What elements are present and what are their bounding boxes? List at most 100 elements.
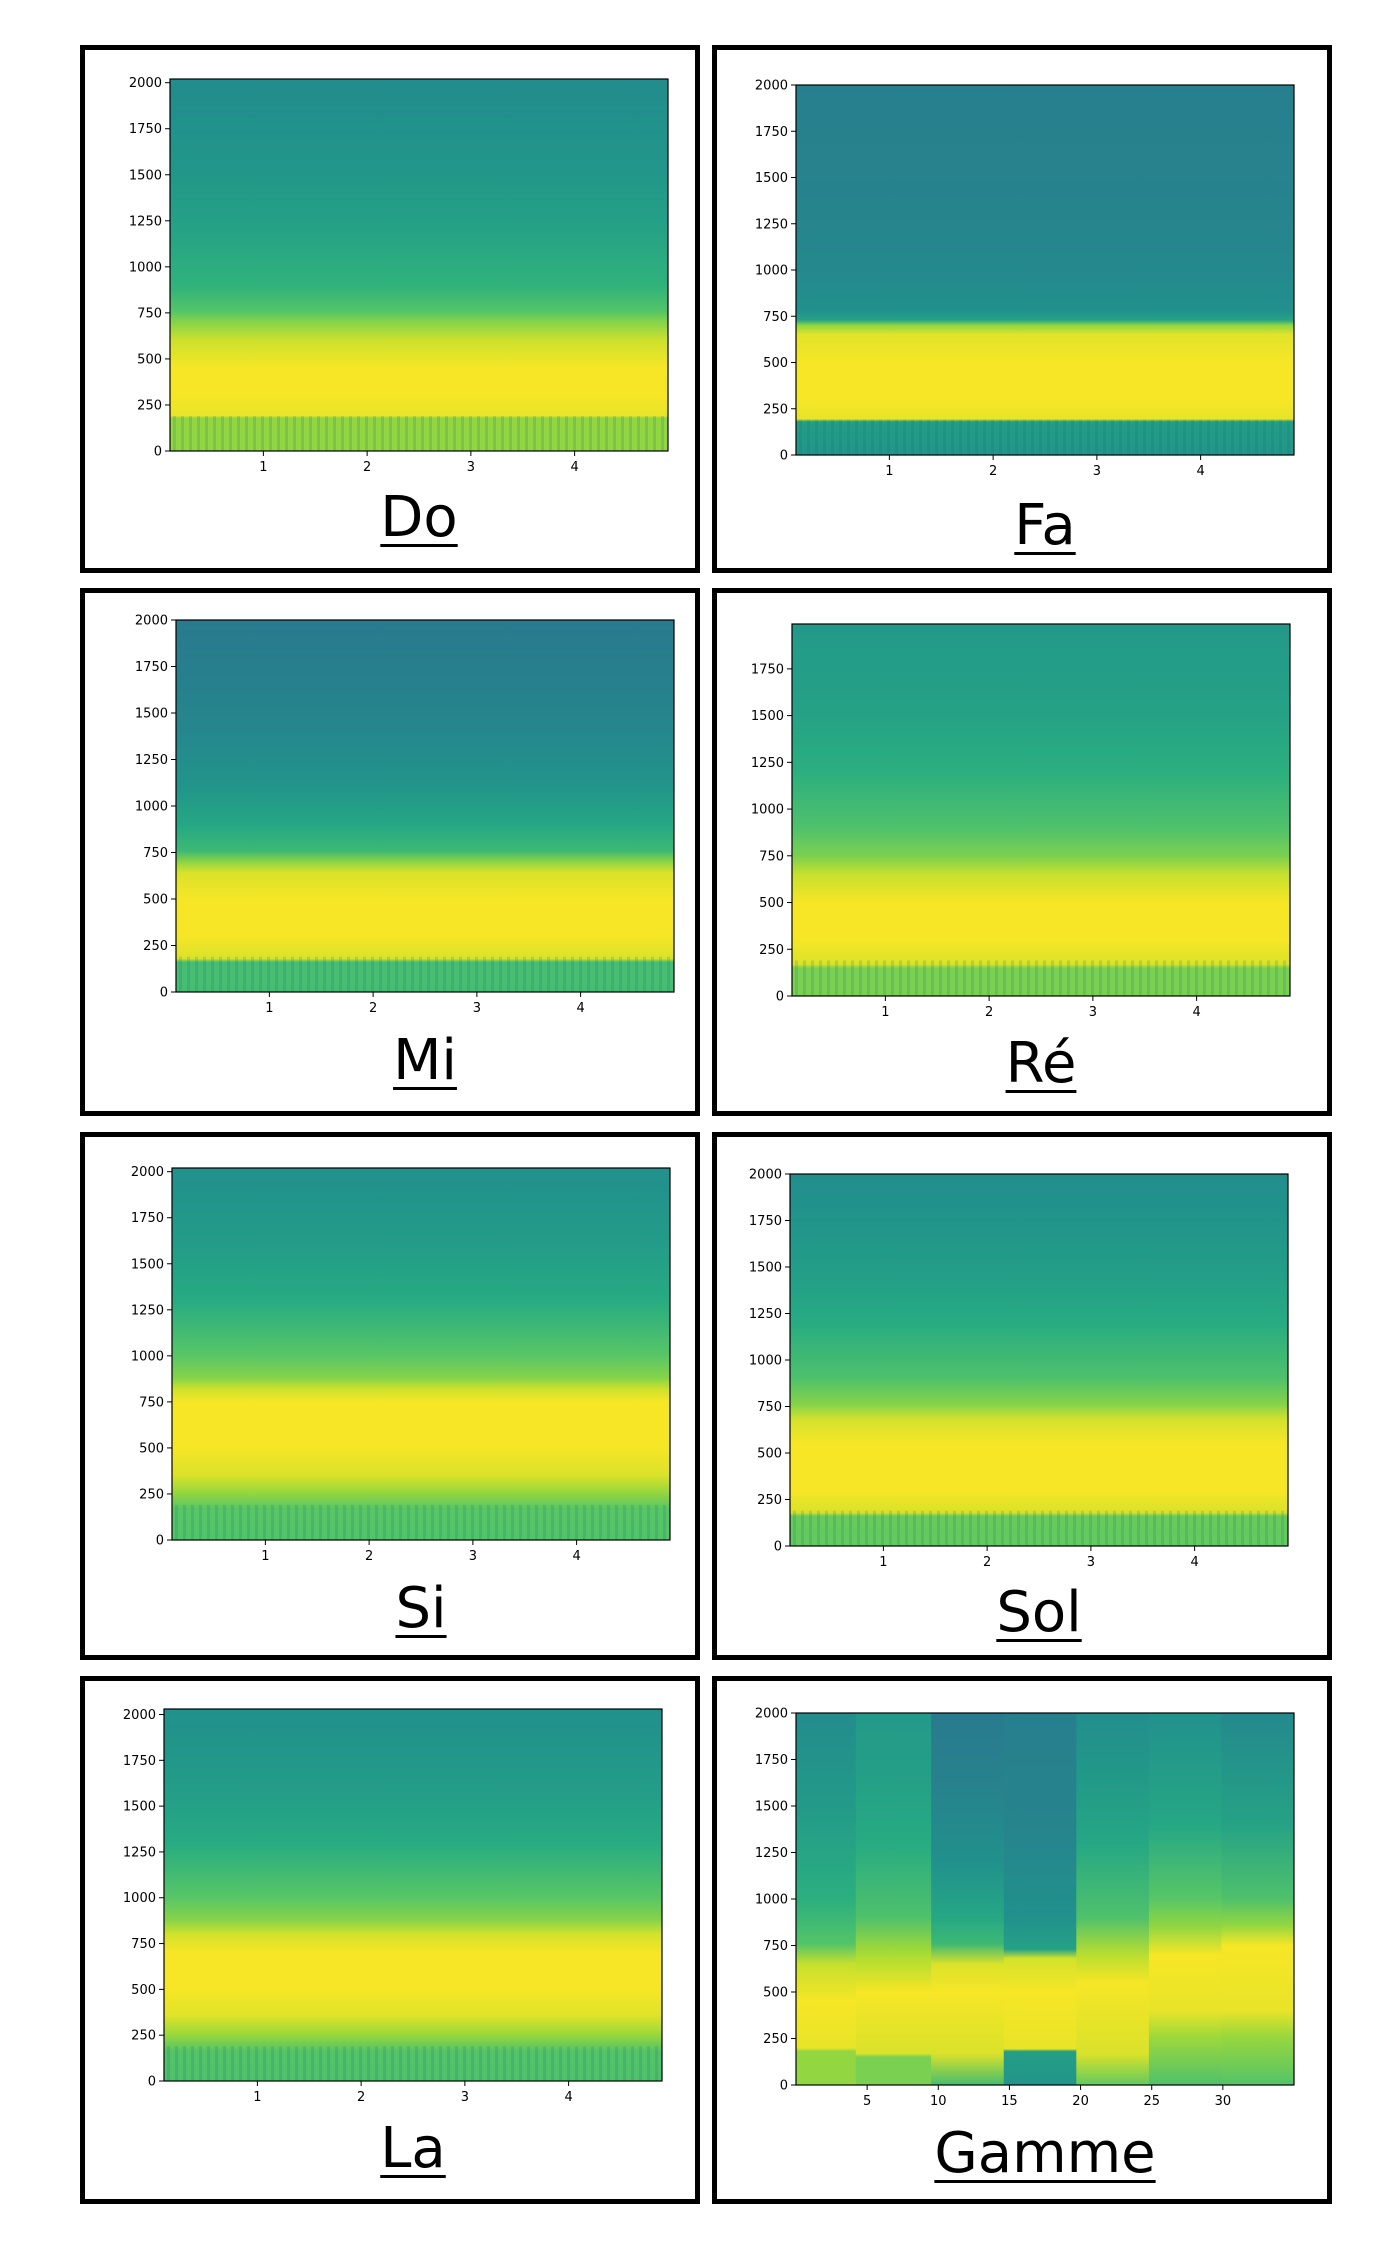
y-tick-label: 250 xyxy=(763,2032,788,2047)
y-tick-label: 2000 xyxy=(129,76,162,91)
y-tick-label: 250 xyxy=(131,2029,156,2044)
y-tick-label: 1000 xyxy=(751,803,784,818)
y-tick-label: 1250 xyxy=(123,1845,156,1860)
y-tick-label: 2000 xyxy=(123,1708,156,1723)
y-tick-label: 750 xyxy=(759,849,784,864)
low-frequency-stripes xyxy=(167,2046,658,2081)
y-tick-label: 500 xyxy=(137,352,162,367)
x-tick-label: 3 xyxy=(473,1001,481,1016)
x-tick-label: 2 xyxy=(989,464,997,479)
x-tick-label: 10 xyxy=(930,2094,947,2109)
y-tick-label: 1250 xyxy=(751,756,784,771)
spectrogram-segment xyxy=(1003,1713,1077,2085)
spectrogram-segment xyxy=(1221,1713,1295,2085)
y-tick-label: 1750 xyxy=(135,660,168,675)
y-tick-label: 0 xyxy=(780,2079,788,2094)
y-tick-label: 1500 xyxy=(135,707,168,722)
y-tick-label: 1000 xyxy=(135,800,168,815)
y-tick-label: 1250 xyxy=(755,1846,788,1861)
y-tick-label: 250 xyxy=(757,1493,782,1508)
y-tick-label: 1250 xyxy=(749,1307,782,1322)
y-tick-label: 1750 xyxy=(755,125,788,140)
x-tick-label: 25 xyxy=(1143,2094,1160,2109)
y-tick-label: 1500 xyxy=(755,171,788,186)
x-tick-label: 2 xyxy=(985,1005,993,1020)
x-tick-label: 1 xyxy=(879,1555,887,1570)
x-tick-label: 2 xyxy=(363,460,371,475)
spectrogram-panel: 0 250 500 750 1000 1250 1500 1750 2000 1 2 3 4 Do xyxy=(80,45,700,573)
x-tick-label: 1 xyxy=(259,460,267,475)
x-tick-label: 4 xyxy=(1196,464,1204,479)
y-tick-label: 750 xyxy=(137,306,162,321)
x-tick-label: 4 xyxy=(564,2090,572,2105)
x-tick-label: 3 xyxy=(1087,1555,1095,1570)
spectrogram-panel: 0 250 500 750 1000 1250 1500 1750 2000 1 2 3 4 La xyxy=(80,1676,700,2204)
y-tick-label: 1000 xyxy=(131,1349,164,1364)
x-tick-label: 15 xyxy=(1001,2094,1018,2109)
spectrogram-field xyxy=(172,1168,670,1540)
x-tick-label: 4 xyxy=(570,460,578,475)
y-tick-label: 0 xyxy=(780,449,788,464)
spectrogram-chart: 0 250 500 750 1000 1250 1500 1750 1 2 3 4 xyxy=(751,623,1291,1020)
spectrogram-field xyxy=(176,620,674,992)
y-tick-label: 2000 xyxy=(749,1168,782,1183)
y-tick-label: 1000 xyxy=(749,1354,782,1369)
y-tick-label: 2000 xyxy=(755,1707,788,1722)
spectrogram-chart: 0 250 500 750 1000 1250 1500 1750 2000 5 10 15 20 25 3… xyxy=(755,1707,1295,2109)
plot-frame xyxy=(163,1708,663,2082)
spectrogram-field xyxy=(164,1709,662,2081)
y-tick-label: 250 xyxy=(137,398,162,413)
x-tick-label: 30 xyxy=(1215,2094,1232,2109)
y-tick-label: 500 xyxy=(759,896,784,911)
spectrogram-panel: 0 250 500 750 1000 1250 1500 1750 2000 1 2 3 4 Mi xyxy=(80,588,700,1116)
spectrogram-field xyxy=(792,624,1290,996)
x-tick-label: 1 xyxy=(265,1001,273,1016)
spectrogram-segment xyxy=(1148,1713,1222,2085)
y-tick-label: 500 xyxy=(757,1447,782,1462)
low-frequency-stripes xyxy=(179,956,670,992)
note-title: Do xyxy=(380,485,458,550)
x-tick-label: 3 xyxy=(1093,464,1101,479)
y-tick-label: 0 xyxy=(156,1534,164,1549)
y-tick-label: 1750 xyxy=(131,1211,164,1226)
spectrogram-chart: 0 250 500 750 1000 1250 1500 1750 2000 1 2 3 4 xyxy=(129,76,669,475)
low-frequency-stripes xyxy=(799,419,1290,455)
y-tick-label: 1500 xyxy=(749,1261,782,1276)
y-tick-label: 1500 xyxy=(131,1257,164,1272)
y-tick-label: 1500 xyxy=(751,709,784,724)
y-tick-label: 750 xyxy=(763,310,788,325)
y-tick-label: 1750 xyxy=(129,122,162,137)
y-tick-label: 750 xyxy=(757,1400,782,1415)
low-frequency-stripes xyxy=(173,416,664,451)
spectrogram-chart: 0 250 500 750 1000 1250 1500 1750 2000 1 2 3 4 xyxy=(749,1168,1289,1570)
spectrogram-field xyxy=(170,79,668,451)
x-tick-label: 1 xyxy=(253,2090,261,2105)
y-tick-label: 1000 xyxy=(755,264,788,279)
x-tick-label: 2 xyxy=(365,1549,373,1564)
x-tick-label: 1 xyxy=(885,464,893,479)
x-tick-label: 4 xyxy=(1192,1005,1200,1020)
y-tick-label: 2000 xyxy=(131,1165,164,1180)
y-tick-label: 750 xyxy=(143,846,168,861)
y-tick-label: 1500 xyxy=(129,168,162,183)
y-tick-label: 1750 xyxy=(755,1753,788,1768)
y-tick-label: 0 xyxy=(774,1540,782,1555)
y-tick-label: 1750 xyxy=(749,1214,782,1229)
y-tick-label: 1000 xyxy=(755,1893,788,1908)
y-tick-label: 250 xyxy=(143,939,168,954)
y-tick-label: 0 xyxy=(160,986,168,1001)
x-tick-label: 20 xyxy=(1072,2094,1089,2109)
y-tick-label: 1500 xyxy=(755,1800,788,1815)
plot-frame xyxy=(169,78,669,452)
y-tick-label: 500 xyxy=(139,1441,164,1456)
spectrogram-panel: 0 250 500 750 1000 1250 1500 1750 2000 5 10 15 20 25 3… xyxy=(712,1676,1332,2204)
y-tick-label: 250 xyxy=(763,402,788,417)
y-tick-label: 250 xyxy=(139,1487,164,1502)
y-tick-label: 500 xyxy=(763,1986,788,2001)
y-tick-label: 1750 xyxy=(751,662,784,677)
spectrogram-field xyxy=(790,1174,1288,1546)
y-tick-label: 500 xyxy=(131,1983,156,1998)
x-tick-label: 4 xyxy=(576,1001,584,1016)
x-tick-label: 1 xyxy=(881,1005,889,1020)
x-tick-label: 5 xyxy=(863,2094,871,2109)
